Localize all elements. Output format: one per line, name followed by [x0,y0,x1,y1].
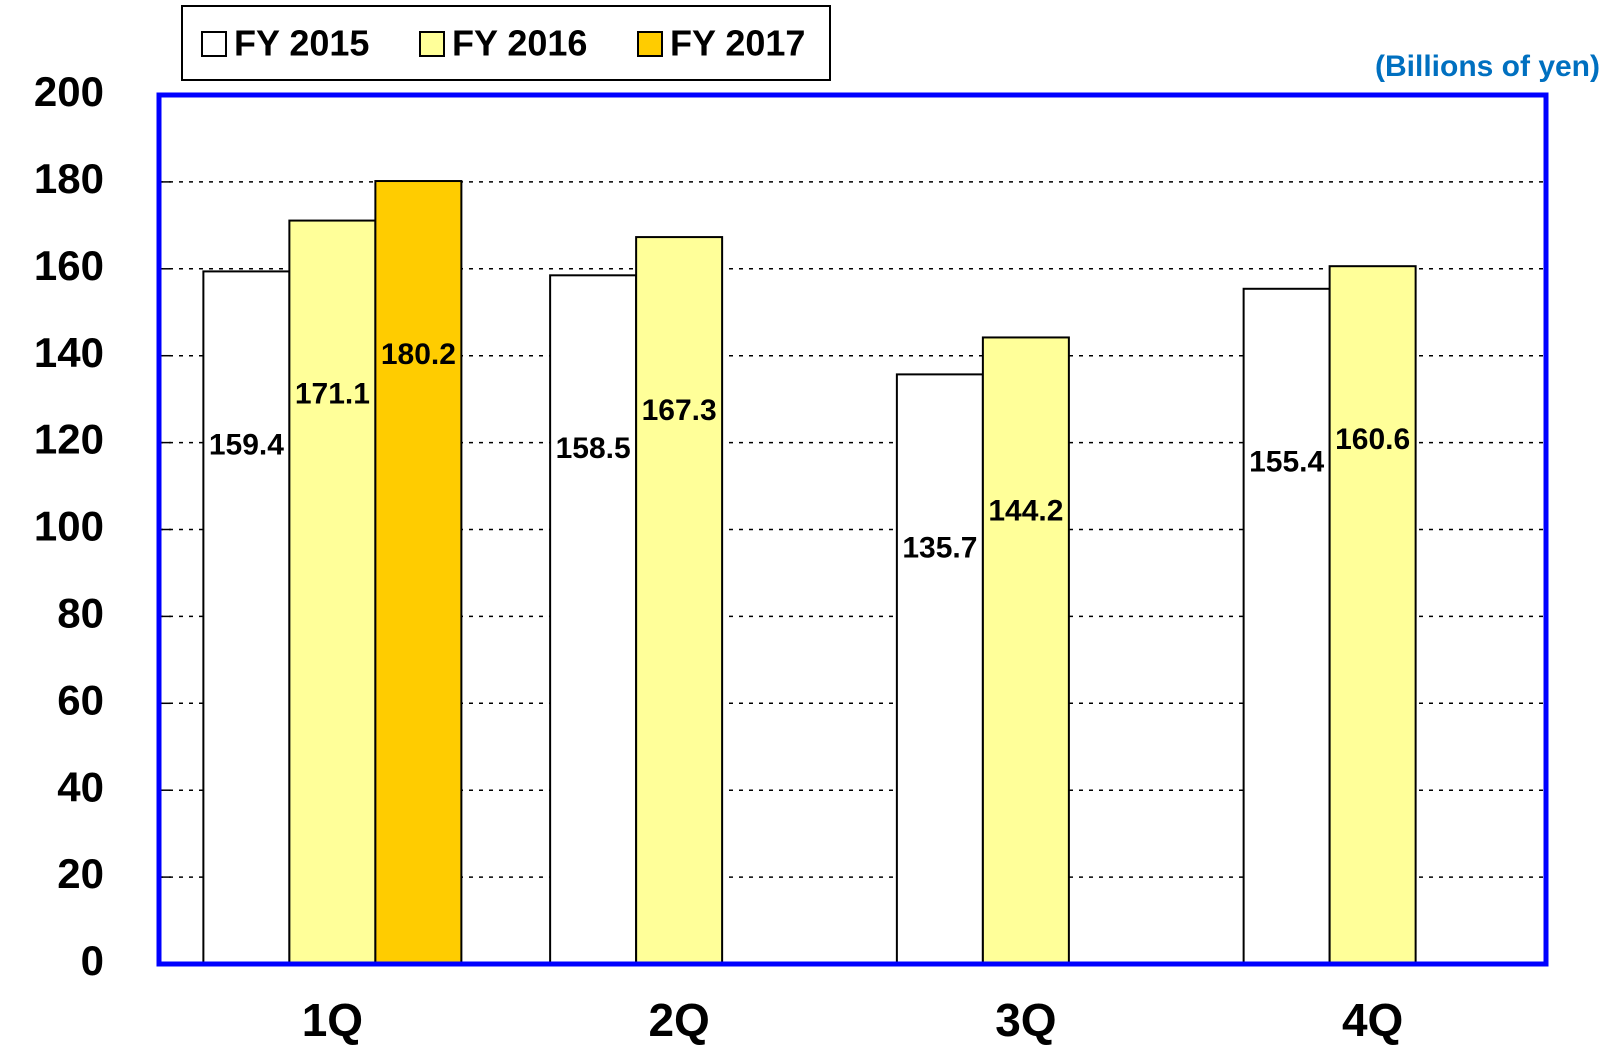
bar [1328,265,1417,965]
bar [635,236,724,966]
y-tick-label: 60 [57,676,104,723]
legend-swatch [419,31,445,57]
y-tick-label: 20 [57,850,104,897]
y-tick-label: 120 [34,416,104,463]
x-tick-label: 4Q [1342,994,1403,1046]
legend-box [181,5,831,81]
value-label: 158.5 [556,432,631,465]
value-label: 167.3 [642,394,717,427]
legend-swatch [637,31,663,57]
y-tick-label: 40 [57,763,104,810]
bar [895,373,984,966]
x-tick-label: 2Q [648,994,709,1046]
y-tick-label: 160 [34,242,104,289]
y-tick-label: 140 [34,329,104,376]
bar [981,336,1070,965]
legend-label: FY 2016 [452,23,587,64]
value-label: 160.6 [1335,423,1410,456]
legend-label: FY 2017 [670,23,805,64]
value-label: 171.1 [295,377,370,410]
unit-label: (Billions of yen) [1375,50,1600,83]
y-tick-label: 200 [34,68,104,115]
value-label: 144.2 [988,494,1063,527]
plot-frame [156,92,1549,967]
y-tick-label: 0 [81,937,104,984]
legend-swatch [201,31,227,57]
x-tick-label: 3Q [995,994,1056,1046]
value-label: 159.4 [209,428,284,461]
bar [202,270,291,966]
bar [374,180,463,965]
y-tick-label: 100 [34,503,104,550]
value-label: 155.4 [1249,446,1324,479]
bar [1242,287,1331,965]
legend-label: FY 2015 [234,23,369,64]
y-tick-label: 180 [34,155,104,202]
y-tick-label: 80 [57,589,104,636]
bar [549,274,638,965]
bar [288,219,377,965]
value-label: 135.7 [902,531,977,564]
x-tick-label: 1Q [302,994,363,1046]
value-label: 180.2 [381,338,456,371]
